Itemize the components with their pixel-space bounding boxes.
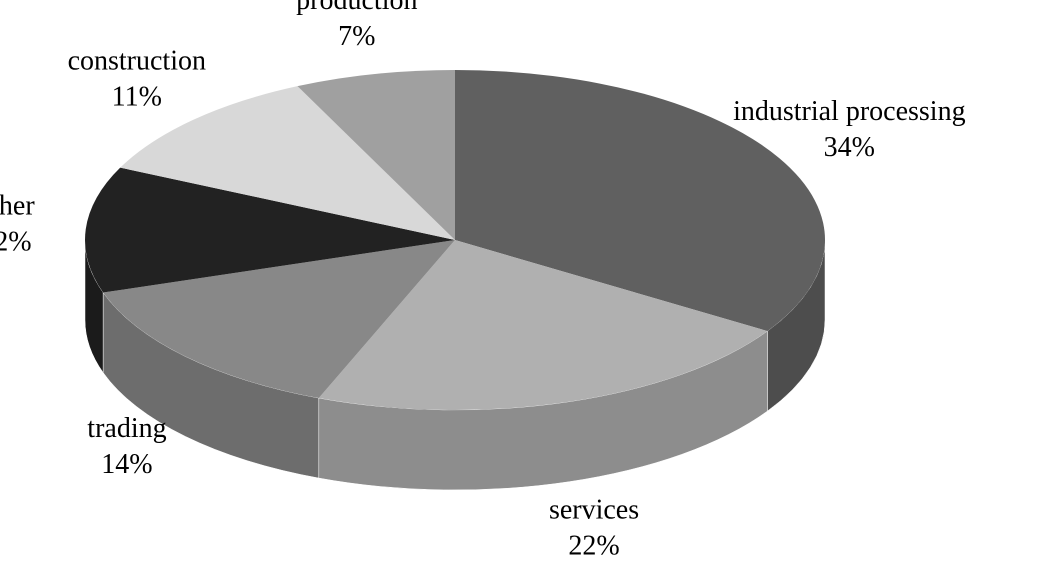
slice <box>455 70 825 332</box>
slice-value-label: 14% <box>101 449 152 480</box>
slice <box>318 240 768 410</box>
slice-value-label: 34% <box>824 132 875 163</box>
slice <box>103 240 455 399</box>
slice-value-label: 11% <box>112 81 162 112</box>
slice-label: services <box>549 494 639 525</box>
slice-value-label: 12% <box>0 226 32 257</box>
slice-label: construction <box>68 45 206 76</box>
slice-label: other <box>0 190 35 221</box>
slice <box>297 70 455 240</box>
slice-value-label: 22% <box>568 530 619 561</box>
slice <box>84 167 456 293</box>
slice-label: production <box>296 0 417 16</box>
slice-label: trading <box>87 413 166 444</box>
slice <box>120 86 455 240</box>
slice-value-label: 7% <box>338 21 375 52</box>
slice-label: industrial processing <box>733 96 966 127</box>
